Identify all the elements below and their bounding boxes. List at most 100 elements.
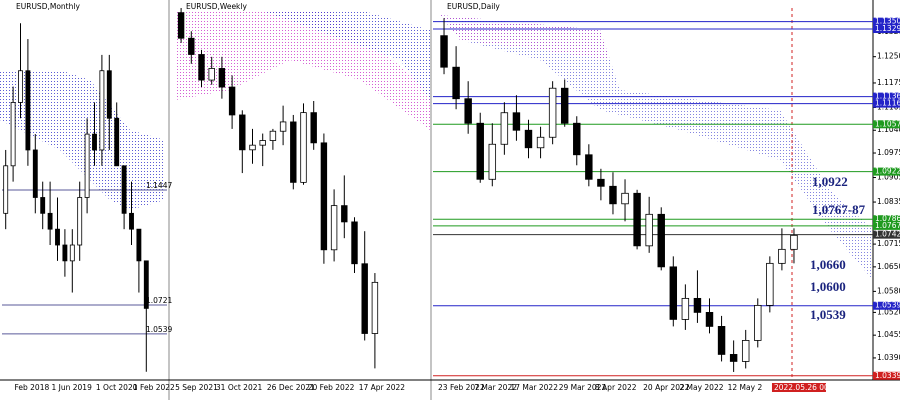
candle-body (77, 197, 83, 246)
y-tick-label: 1.0905 (877, 173, 900, 182)
y-tick-label: 1.1250 (877, 52, 900, 61)
annotation: 1,0600 (810, 279, 846, 294)
candle-body (55, 228, 60, 246)
level-tag (873, 167, 900, 176)
annotation: 1,0767-87 (812, 202, 866, 217)
candle-body (198, 54, 205, 81)
level-tag (873, 215, 900, 224)
candle-body (754, 304, 762, 341)
chart-title: EURUSD,Daily (447, 2, 500, 11)
candle-body (177, 12, 185, 39)
chart-title: EURUSD,Monthly (16, 2, 80, 11)
candle-body (208, 68, 215, 81)
candle-body (188, 37, 195, 55)
level-label: 1.0539 (146, 325, 172, 334)
candle-body (729, 354, 738, 362)
x-tick-label: 2022.05.26 00:00 (774, 383, 841, 392)
y-tick-label: 1.0520 (877, 307, 900, 316)
candle-body (657, 213, 665, 268)
level-label: 1.0742 (875, 230, 900, 239)
x-tick-label: 17 Apr 2022 (359, 383, 406, 392)
cloud (440, 15, 610, 60)
candle-body (766, 262, 774, 306)
y-tick-label: 1.0835 (877, 197, 900, 206)
level-label: 1.1329 (875, 24, 900, 33)
level-label: 1.0922 (875, 167, 900, 176)
x-tick-label: 1 Feb 2022 (133, 383, 175, 392)
date-tag (771, 383, 826, 392)
candle-body (693, 297, 702, 313)
candle-body (92, 133, 97, 151)
x-tick-label: 8 Apr 2022 (595, 383, 637, 392)
candle-body (790, 234, 798, 250)
candle-body (3, 165, 9, 214)
candle-body (548, 87, 557, 138)
candle-body (524, 129, 533, 149)
x-tick-label: 20 Feb 2022 (308, 383, 355, 392)
candle-body (121, 165, 127, 214)
level-tag (873, 230, 900, 239)
candle-body (239, 114, 246, 151)
candle-body (320, 142, 328, 251)
x-tick-label: 1 Jun 2019 (52, 383, 93, 392)
x-tick-label: 26 Dec 2021 (267, 383, 315, 392)
candle-body (500, 112, 509, 145)
level-label: 1.0721 (146, 296, 172, 305)
level-tag (873, 25, 900, 34)
candle-body (84, 133, 90, 198)
candle-body (32, 149, 38, 198)
candle-body (249, 144, 256, 151)
candle-body (585, 154, 593, 180)
annotation: 1,0922 (812, 174, 848, 189)
candle-body (645, 213, 653, 247)
x-tick-label: 7 Mar 2022 (474, 383, 517, 392)
level-label: 1.0786 (875, 214, 900, 223)
x-tick-label: 1 Oct 2020 (96, 383, 138, 392)
candle-body (218, 68, 226, 88)
x-tick-label: 17 Mar 2022 (510, 383, 558, 392)
candle-body (351, 221, 358, 265)
level-tag (873, 92, 900, 101)
candle-body (269, 130, 277, 141)
candle-body (597, 178, 605, 187)
level-tag (873, 99, 900, 108)
level-tag (873, 221, 900, 230)
level-label: 1.1136 (875, 92, 900, 101)
candle-body (62, 244, 68, 262)
candle-body (106, 70, 112, 119)
candle-body (10, 102, 16, 167)
candle-body (310, 112, 317, 144)
level-label: 1.0767 (875, 221, 900, 230)
candle-body (512, 112, 521, 131)
level-label: 1.1447 (146, 181, 172, 190)
annotation: 1,0539 (810, 307, 846, 322)
y-tick-label: 1.0650 (877, 262, 900, 271)
candle-body (47, 212, 53, 230)
x-tick-label: Feb 2018 (15, 383, 50, 392)
y-tick-label: 1.0455 (877, 330, 900, 339)
y-tick-label: 1.0975 (877, 148, 900, 157)
candle-body (741, 340, 750, 362)
candle-body (633, 192, 641, 247)
level-label: 1.0539 (875, 301, 900, 310)
candle-body (452, 66, 460, 100)
candle-body (488, 143, 497, 180)
candle-body (717, 326, 726, 355)
level-tag (873, 371, 900, 380)
x-tick-label: 2 May 2022 (679, 383, 723, 392)
level-label: 1.1116 (875, 99, 900, 108)
level-label: 1.1350 (875, 17, 900, 26)
candle-body (536, 136, 545, 149)
x-tick-label: 23 Feb 2022 (438, 383, 485, 392)
candle-body (114, 117, 120, 167)
y-tick-label: 1.0715 (877, 239, 900, 248)
candle-body (279, 121, 287, 132)
cloud (260, 10, 430, 100)
candle-body (361, 263, 368, 334)
candle-body (476, 122, 484, 180)
level-tag (873, 120, 900, 129)
x-tick-label: 29 Mar 2022 (559, 383, 607, 392)
annotation: 1,0660 (810, 257, 846, 272)
x-tick-label: 12 May 2 (728, 383, 763, 392)
